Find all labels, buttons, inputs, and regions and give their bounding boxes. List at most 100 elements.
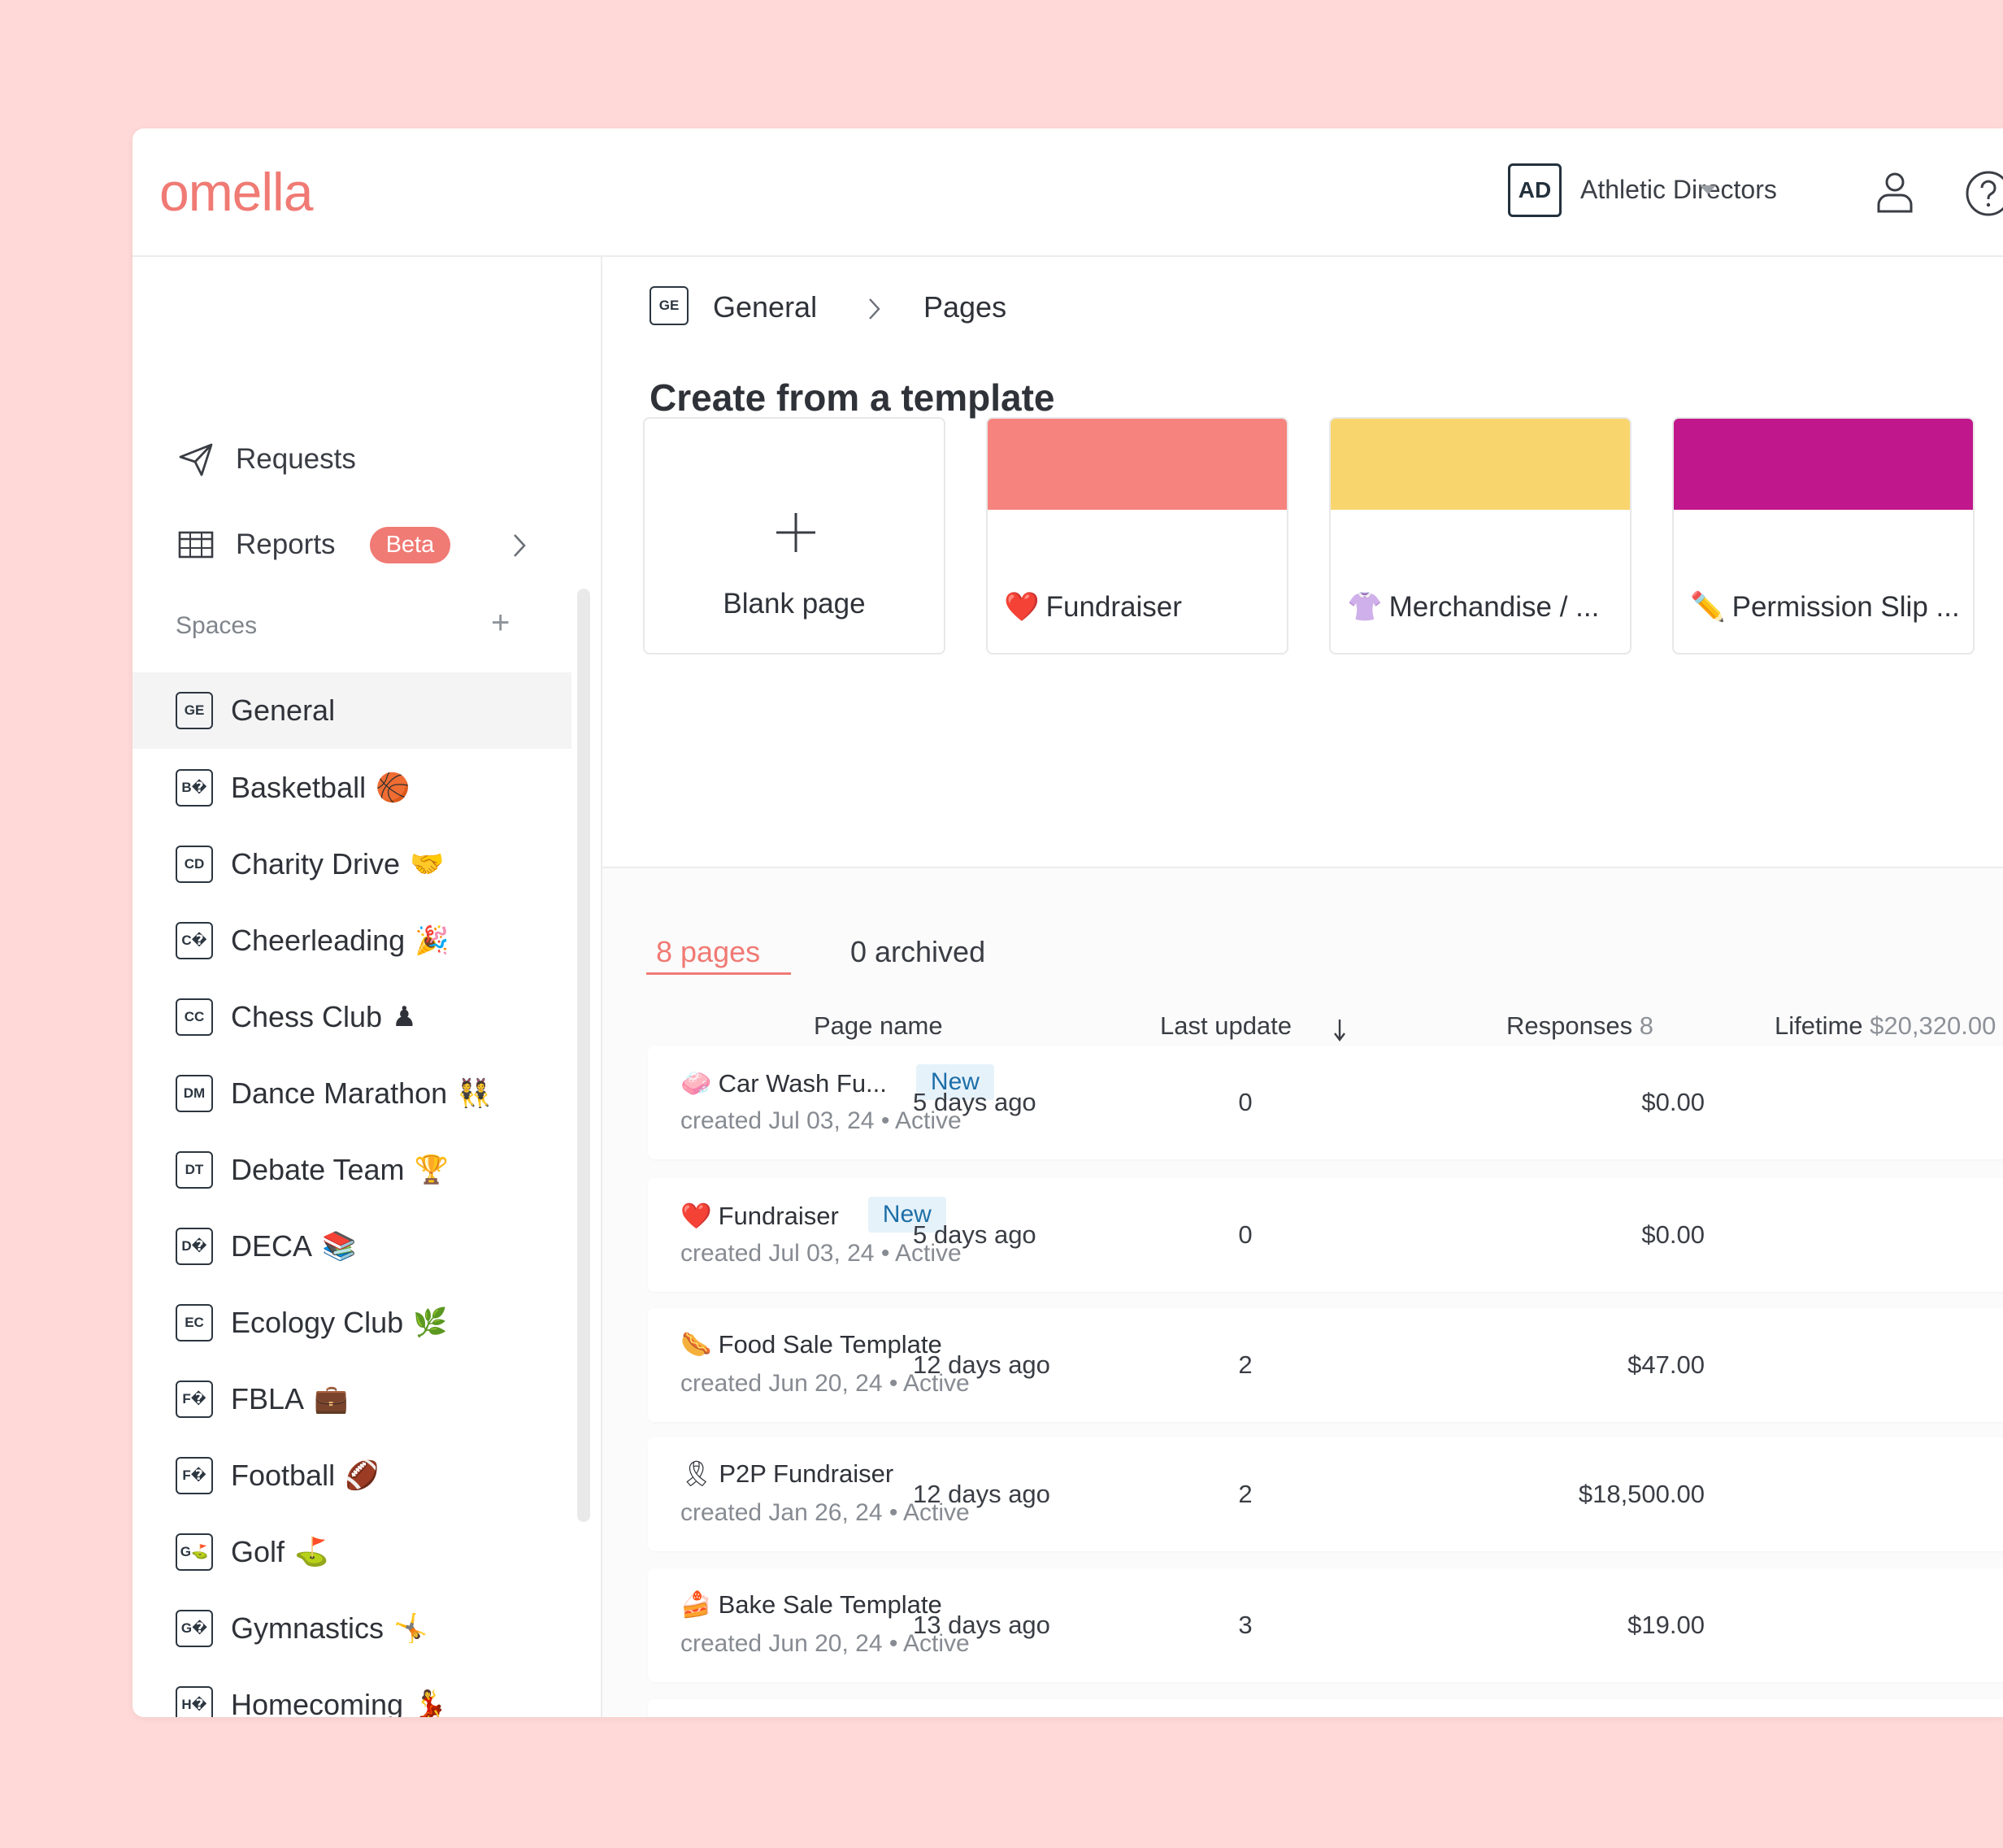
template-label: ✏️ Permission Slip ... (1690, 590, 1966, 624)
table-icon (178, 531, 214, 559)
sidebar-space-item[interactable]: F� FBLA 💼 (133, 1361, 571, 1437)
sidebar: Requests Reports Beta Spaces + GE General… (133, 257, 602, 1717)
table-row[interactable]: ❤️ Fundraiser New created Jul 03, 24 • Acti… (648, 1178, 2003, 1292)
template-card[interactable]: 👚 Merchandise / ... (1329, 417, 1632, 654)
template-name: Fundraiser (1045, 591, 1182, 623)
omella-logo[interactable]: omella (159, 162, 313, 222)
row-meta: created Jun 20, 24 • Active (680, 1370, 970, 1397)
row-title[interactable]: 🎗 P2P Fundraiser (680, 1459, 893, 1489)
sidebar-space-item[interactable]: EC Ecology Club 🌿 (133, 1285, 571, 1361)
sidebar-space-item[interactable]: G⛳ Golf ⛳ (133, 1514, 571, 1590)
col-lifetime[interactable]: Lifetime $20,320.00 (1775, 1011, 1996, 1041)
row-title[interactable]: 🍰 Bake Sale Template (680, 1589, 942, 1620)
space-emoji-icon: 🏀 (376, 772, 411, 804)
space-name: DECA (231, 1229, 313, 1263)
breadcrumb-space-badge[interactable]: GE (650, 286, 689, 325)
sidebar-space-item[interactable]: H� Homecoming 💃 (133, 1667, 571, 1717)
chevron-right-icon[interactable] (507, 529, 532, 562)
space-emoji-icon: ♟ (392, 1001, 417, 1033)
add-space-button[interactable]: + (491, 605, 511, 641)
page-emoji-icon: ❤️ (680, 1202, 712, 1231)
template-name: Permission Slip ... (1731, 591, 1960, 623)
org-switcher[interactable]: Athletic Directors (1580, 175, 1777, 204)
tab-archived[interactable]: 0 archived (850, 935, 986, 968)
space-badge: C� (176, 922, 213, 959)
space-emoji-icon: 🤝 (410, 848, 445, 881)
nav-reports-label: Reports (236, 528, 336, 560)
space-name: Charity Drive (231, 847, 401, 881)
row-title[interactable]: 🧼 Car Wash Fu... New (680, 1064, 994, 1102)
row-lifetime-amount: $0.00 (1641, 1088, 1705, 1116)
col-responses-total: 8 (1639, 1011, 1653, 1040)
space-name: Ecology Club (231, 1306, 404, 1339)
space-name: Dance Marathon (231, 1076, 448, 1110)
template-color-banner (988, 419, 1287, 510)
col-lifetime-total: $20,320.00 (1870, 1011, 1996, 1040)
breadcrumb-space[interactable]: General (713, 290, 818, 324)
space-name: Basketball (231, 771, 367, 804)
row-meta: created Jul 03, 24 • Active (680, 1240, 962, 1267)
col-responses-label: Responses (1506, 1011, 1633, 1040)
table-row[interactable]: 🍰 Bake Sale Template created Jun 20, 24 • … (648, 1568, 2003, 1682)
row-title[interactable]: ❤️ Fundraiser New (680, 1197, 946, 1235)
col-last-update[interactable]: Last update (1160, 1011, 1293, 1040)
template-blank-page[interactable]: Blank page (643, 417, 945, 654)
breadcrumb-chevron-icon (869, 298, 880, 320)
sidebar-space-item[interactable]: DT Debate Team 🏆 (133, 1132, 571, 1208)
org-badge[interactable]: AD (1508, 163, 1562, 217)
blank-page-label: Blank page (723, 588, 866, 620)
col-responses[interactable]: Responses 8 (1506, 1011, 1653, 1041)
row-meta: created Jan 26, 24 • Active (680, 1499, 970, 1526)
space-emoji-icon: ⛳ (294, 1536, 329, 1568)
sidebar-space-item[interactable]: B� Basketball 🏀 (133, 750, 571, 826)
space-emoji-icon: 📚 (322, 1230, 357, 1263)
page-name: Food Sale Template (718, 1330, 942, 1359)
sort-down-icon[interactable] (1332, 1015, 1347, 1044)
space-badge: G� (176, 1610, 213, 1647)
plus-icon (776, 513, 815, 552)
sidebar-space-item[interactable]: C� Cheerleading 🎉 (133, 902, 571, 979)
pages-panel: 8 pages 0 archived Page name Last update… (602, 868, 2003, 1717)
table-row[interactable]: 🎗 P2P Fundraiser created Jan 26, 24 • Acti… (648, 1437, 2003, 1551)
sidebar-space-item[interactable]: G� Gymnastics 🤸 (133, 1590, 571, 1667)
row-lifetime-amount: $18,500.00 (1578, 1480, 1705, 1508)
nav-reports[interactable]: Reports Beta (177, 520, 451, 569)
table-row[interactable]: 🤝General Donationcreated Jun 20, 24 • Ac… (648, 1699, 2003, 1717)
nav-requests[interactable]: Requests (177, 435, 356, 484)
tab-pages[interactable]: 8 pages (656, 935, 761, 968)
row-responses: 0 (1238, 1088, 1253, 1116)
space-emoji-icon: 🏈 (345, 1459, 380, 1492)
col-page-name[interactable]: Page name (814, 1011, 943, 1040)
row-title[interactable]: 🌭 Food Sale Template (680, 1329, 942, 1359)
main-content: GE General Pages Create from a template … (602, 257, 2003, 1717)
row-responses: 0 (1238, 1220, 1253, 1249)
space-emoji-icon: 🤸 (393, 1612, 428, 1645)
spaces-label: Spaces (176, 612, 258, 639)
space-name: Debate Team (231, 1153, 405, 1186)
caret-down-icon[interactable] (1700, 185, 1716, 194)
space-badge: CD (176, 846, 213, 883)
table-row[interactable]: 🌭 Food Sale Template created Jun 20, 24 • … (648, 1308, 2003, 1422)
space-name: Homecoming (231, 1688, 404, 1717)
template-card[interactable]: ✏️ Permission Slip ... (1672, 417, 1975, 654)
row-lifetime-amount: $0.00 (1641, 1220, 1705, 1249)
template-card[interactable]: ❤️ Fundraiser (986, 417, 1288, 654)
breadcrumb-current: Pages (923, 290, 1007, 324)
space-badge: G⛳ (176, 1533, 213, 1571)
sidebar-space-item[interactable]: D� DECA 📚 (133, 1208, 571, 1285)
sidebar-space-item[interactable]: F� Football 🏈 (133, 1437, 571, 1514)
app-window: omella AD Athletic Directors Requests (133, 128, 2003, 1717)
row-responses: 3 (1238, 1611, 1253, 1639)
help-icon[interactable] (1964, 169, 2003, 218)
row-meta: created Jun 20, 24 • Active (680, 1630, 970, 1657)
table-row[interactable]: 🧼 Car Wash Fu... New created Jul 03, 24 • A… (648, 1046, 2003, 1159)
page-emoji-icon: 🎗 (680, 1459, 713, 1489)
sidebar-space-item[interactable]: CC Chess Club ♟ (133, 979, 571, 1055)
sidebar-space-item[interactable]: DM Dance Marathon 👯 (133, 1055, 571, 1132)
sidebar-space-item[interactable]: CD Charity Drive 🤝 (133, 826, 571, 902)
user-icon[interactable] (1875, 171, 1915, 213)
row-last-update: 13 days ago (913, 1611, 1050, 1639)
template-emoji-icon: ✏️ (1690, 591, 1726, 624)
sidebar-space-item[interactable]: GE General (133, 672, 571, 749)
sidebar-scrollbar[interactable] (577, 589, 590, 1522)
